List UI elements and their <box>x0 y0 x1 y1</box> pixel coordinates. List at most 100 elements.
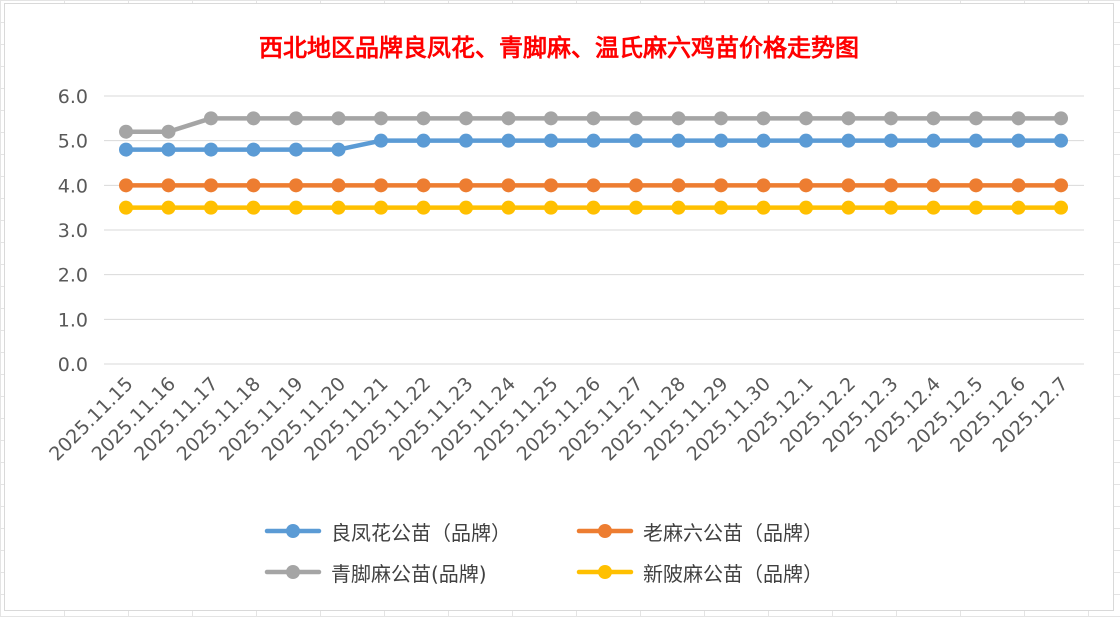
data-point-3 <box>289 200 303 215</box>
data-point-1 <box>714 178 728 193</box>
data-point-1 <box>671 178 686 193</box>
y-tick-label: 3.0 <box>58 220 88 242</box>
y-tick-label: 6.0 <box>58 86 88 108</box>
data-point-1 <box>799 178 813 193</box>
legend-label-0: 良凤花公苗（品牌） <box>331 520 511 545</box>
data-point-0 <box>204 142 218 157</box>
chart-title: 西北地区品牌良凤花、青脚麻、温氏麻六鸡苗价格走势图 <box>259 33 859 62</box>
data-point-2 <box>1011 111 1026 126</box>
data-point-0 <box>161 142 176 157</box>
data-point-1 <box>926 178 941 193</box>
data-point-0 <box>841 133 856 148</box>
y-tick-label: 1.0 <box>58 309 88 331</box>
data-point-3 <box>161 200 176 215</box>
data-point-3 <box>969 200 983 215</box>
data-point-0 <box>1054 133 1068 148</box>
data-point-0 <box>374 133 388 148</box>
data-point-2 <box>671 111 686 126</box>
legend-item-0: 良凤花公苗（品牌） <box>263 517 563 545</box>
data-point-1 <box>331 178 346 193</box>
data-point-3 <box>586 200 601 215</box>
data-point-2 <box>799 111 813 126</box>
data-point-2 <box>1054 111 1068 126</box>
data-point-2 <box>459 111 473 126</box>
data-point-2 <box>246 111 261 126</box>
data-point-0 <box>416 133 431 148</box>
data-point-2 <box>629 111 643 126</box>
data-point-0 <box>671 133 686 148</box>
data-point-1 <box>459 178 473 193</box>
data-point-3 <box>501 200 516 215</box>
y-tick-label: 4.0 <box>58 175 88 197</box>
data-point-3 <box>374 200 388 215</box>
legend-swatch-3 <box>576 565 634 579</box>
data-point-2 <box>119 124 133 139</box>
legend-swatch-marker <box>598 565 612 579</box>
data-point-1 <box>969 178 983 193</box>
legend-swatch-marker <box>286 565 300 579</box>
legend: 良凤花公苗（品牌） 老麻六公苗（品牌） 青脚麻公苗(品牌) 新陂麻公苗（品牌） <box>263 517 903 586</box>
data-point-2 <box>544 111 558 126</box>
data-point-0 <box>289 142 303 157</box>
data-point-3 <box>246 200 261 215</box>
data-point-3 <box>841 200 856 215</box>
data-point-3 <box>544 200 558 215</box>
data-point-1 <box>1054 178 1068 193</box>
legend-item-1: 老麻六公苗（品牌） <box>575 517 895 545</box>
legend-swatch-marker <box>598 524 612 538</box>
data-point-0 <box>331 142 346 157</box>
data-point-0 <box>501 133 516 148</box>
data-point-3 <box>1054 200 1068 215</box>
data-point-0 <box>714 133 728 148</box>
data-point-3 <box>204 200 218 215</box>
data-point-2 <box>841 111 856 126</box>
data-point-1 <box>841 178 856 193</box>
data-point-1 <box>246 178 261 193</box>
legend-item-3: 新陂麻公苗（品牌） <box>575 558 895 586</box>
data-point-2 <box>204 111 218 126</box>
data-point-2 <box>416 111 431 126</box>
data-point-0 <box>799 133 813 148</box>
data-point-1 <box>204 178 218 193</box>
data-point-2 <box>969 111 983 126</box>
data-point-1 <box>374 178 388 193</box>
legend-label-3: 新陂麻公苗（品牌） <box>643 561 823 586</box>
data-point-0 <box>969 133 983 148</box>
legend-label-2: 青脚麻公苗(品牌) <box>331 561 487 586</box>
data-point-3 <box>756 200 771 215</box>
data-point-3 <box>671 200 686 215</box>
data-point-2 <box>926 111 941 126</box>
y-tick-label: 5.0 <box>58 131 88 153</box>
chart-area[interactable]: 西北地区品牌良凤花、青脚麻、温氏麻六鸡苗价格走势图 良凤花公苗（品牌） 老麻六公… <box>4 3 1114 611</box>
data-point-0 <box>629 133 643 148</box>
data-point-0 <box>246 142 261 157</box>
data-point-1 <box>416 178 431 193</box>
data-point-1 <box>884 178 898 193</box>
data-point-3 <box>926 200 941 215</box>
legend-label-1: 老麻六公苗（品牌） <box>643 520 823 545</box>
data-point-0 <box>459 133 473 148</box>
y-tick-label: 0.0 <box>58 354 88 376</box>
data-point-2 <box>161 124 176 139</box>
data-point-0 <box>756 133 771 148</box>
data-point-3 <box>416 200 431 215</box>
data-point-3 <box>119 200 133 215</box>
legend-swatch-2 <box>264 565 322 579</box>
data-point-3 <box>629 200 643 215</box>
legend-swatch-1 <box>576 524 634 538</box>
legend-item-2: 青脚麻公苗(品牌) <box>263 558 563 586</box>
data-point-0 <box>1011 133 1026 148</box>
data-point-0 <box>884 133 898 148</box>
data-point-3 <box>884 200 898 215</box>
data-point-3 <box>1011 200 1026 215</box>
data-point-0 <box>586 133 601 148</box>
data-point-1 <box>289 178 303 193</box>
data-point-0 <box>119 142 133 157</box>
data-point-1 <box>1011 178 1026 193</box>
data-point-3 <box>799 200 813 215</box>
data-point-1 <box>629 178 643 193</box>
data-point-2 <box>756 111 771 126</box>
data-point-1 <box>756 178 771 193</box>
data-point-0 <box>544 133 558 148</box>
